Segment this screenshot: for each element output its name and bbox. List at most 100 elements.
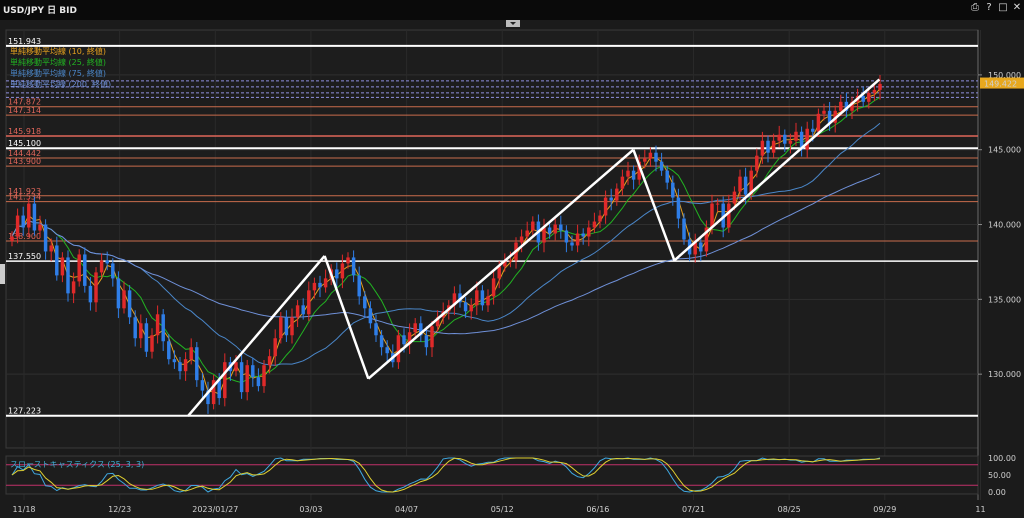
stochastic-k-line bbox=[11, 457, 881, 493]
candle bbox=[609, 197, 613, 201]
candle bbox=[676, 197, 681, 219]
candle bbox=[648, 152, 653, 159]
current-price-badge bbox=[980, 77, 1024, 89]
candle bbox=[424, 335, 429, 348]
candle bbox=[503, 260, 507, 267]
candle bbox=[531, 221, 535, 231]
candle bbox=[290, 317, 294, 336]
candle bbox=[189, 347, 193, 360]
candle bbox=[27, 203, 31, 228]
x-tick-label: 12/23 bbox=[108, 505, 131, 514]
candle bbox=[771, 140, 776, 153]
candle bbox=[559, 224, 563, 231]
stochastic-tick-label: 50.00 bbox=[988, 471, 1011, 480]
candle bbox=[419, 323, 423, 336]
candle bbox=[368, 308, 373, 324]
trend-line bbox=[187, 255, 326, 417]
level-label: 127.223 bbox=[8, 407, 41, 416]
y-tick-label: 135.000 bbox=[988, 295, 1021, 304]
close-icon[interactable]: ✕ bbox=[1012, 2, 1022, 13]
candle bbox=[715, 203, 720, 205]
candle bbox=[88, 285, 93, 303]
candle bbox=[363, 296, 367, 309]
candle bbox=[267, 356, 272, 366]
candle bbox=[738, 176, 742, 192]
candle bbox=[357, 275, 361, 297]
candle bbox=[463, 302, 468, 312]
candle bbox=[94, 272, 98, 303]
chevron-down-icon[interactable] bbox=[510, 22, 516, 25]
trend-line bbox=[673, 78, 881, 262]
candle bbox=[262, 365, 266, 387]
candle bbox=[805, 128, 809, 150]
candle bbox=[631, 170, 636, 180]
x-tick-label: 07/21 bbox=[682, 505, 705, 514]
candle bbox=[167, 341, 171, 360]
candle bbox=[570, 242, 574, 246]
candle bbox=[139, 323, 143, 339]
candle bbox=[564, 230, 569, 243]
candle bbox=[682, 218, 686, 240]
maximize-icon[interactable]: □ bbox=[998, 2, 1008, 13]
level-label: 147.314 bbox=[8, 106, 41, 115]
level-label: 151.943 bbox=[8, 37, 41, 46]
candle bbox=[183, 359, 188, 372]
moving-average-line bbox=[11, 172, 881, 335]
candle bbox=[435, 317, 440, 327]
candle bbox=[727, 203, 731, 228]
candle bbox=[66, 257, 70, 294]
candle bbox=[251, 365, 255, 378]
candle bbox=[105, 260, 109, 264]
candle bbox=[659, 161, 664, 171]
stochastic-tick-label: 100.00 bbox=[988, 454, 1016, 463]
x-tick-label: 05/12 bbox=[491, 505, 514, 514]
candle bbox=[273, 338, 277, 357]
candle bbox=[239, 362, 244, 393]
x-tick-label: 2023/01/27 bbox=[192, 505, 238, 514]
candle bbox=[284, 317, 289, 336]
window-titlebar: USD/JPY 日 BID ⎙ ? □ ✕ bbox=[0, 0, 1024, 21]
candle bbox=[861, 95, 865, 102]
candle bbox=[615, 188, 619, 201]
candle bbox=[396, 335, 401, 363]
candle bbox=[626, 170, 630, 177]
window-title: USD/JPY 日 BID bbox=[3, 6, 77, 16]
candle bbox=[351, 257, 356, 276]
candle bbox=[693, 242, 697, 255]
print-icon[interactable]: ⎙ bbox=[971, 2, 979, 13]
stochastic-pane bbox=[5, 455, 979, 495]
level-label: 141.534 bbox=[8, 193, 41, 202]
help-icon[interactable]: ? bbox=[986, 2, 992, 13]
candle bbox=[760, 140, 765, 156]
candle bbox=[671, 182, 675, 198]
stochastic-label: スローストキャスティクス (25, 3, 3) bbox=[10, 460, 144, 469]
legend-entry: 単純移動平均線 (25, 終値) bbox=[10, 57, 106, 67]
candle bbox=[413, 323, 417, 333]
candle bbox=[872, 89, 877, 93]
candle bbox=[407, 332, 412, 345]
side-drag-handle[interactable] bbox=[0, 264, 5, 284]
level-label: 138.900 bbox=[8, 232, 41, 241]
candle bbox=[480, 290, 485, 306]
candle bbox=[49, 245, 53, 252]
candle bbox=[77, 254, 81, 282]
candle bbox=[385, 347, 389, 354]
candle bbox=[234, 362, 238, 372]
level-label: 143.900 bbox=[8, 157, 41, 166]
x-tick-label: 09/29 bbox=[873, 505, 896, 514]
candle bbox=[475, 290, 479, 306]
candle bbox=[598, 215, 602, 222]
candle bbox=[144, 323, 149, 352]
candle bbox=[150, 335, 154, 352]
y-tick-label: 145.000 bbox=[988, 146, 1021, 155]
candle bbox=[575, 233, 580, 246]
candle bbox=[15, 215, 20, 237]
candle bbox=[430, 326, 434, 348]
candle bbox=[749, 170, 753, 195]
candle bbox=[211, 380, 216, 405]
candle bbox=[83, 254, 87, 286]
candle bbox=[133, 317, 137, 339]
candle bbox=[878, 83, 882, 90]
candle bbox=[469, 305, 473, 312]
